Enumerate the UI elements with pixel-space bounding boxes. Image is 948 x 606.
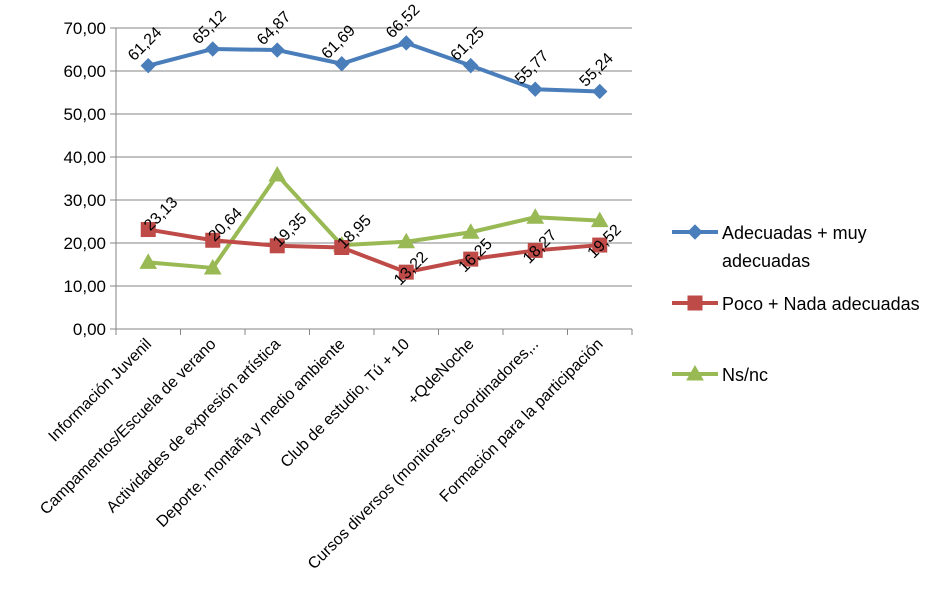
y-tick-label: 20,00 [63, 234, 106, 253]
data-point [463, 251, 479, 267]
legend-item: Ns/nc [672, 364, 768, 385]
data-label: 19,52 [585, 221, 625, 261]
data-point [268, 166, 287, 182]
data-point [461, 223, 480, 239]
data-point [592, 237, 608, 253]
legend: Adecuadas + muy adecuadas Poco + Nada adec… [672, 223, 920, 385]
series-line [147, 227, 600, 275]
y-tick-label: 30,00 [63, 191, 106, 210]
data-point [592, 83, 608, 100]
series-1 [140, 35, 608, 100]
data-label: 61,24 [125, 24, 165, 64]
legend-item: Poco + Nada adecuadas [672, 294, 920, 314]
gridlines [116, 27, 632, 287]
y-tick-label: 70,00 [63, 19, 106, 38]
x-category-label: Club de estudio, Tú + 10 [278, 336, 413, 471]
data-point [527, 81, 543, 97]
y-axis: 0,00 10,00 20,00 30,00 40,00 50,00 60,00 70,00 [63, 19, 117, 339]
data-label: 66,52 [383, 1, 423, 41]
legend-item: Adecuadas + muy adecuadas [672, 223, 867, 271]
x-category-label: +QdeNoche [405, 336, 478, 409]
data-point [687, 224, 703, 240]
data-point [397, 232, 416, 249]
data-point [463, 57, 479, 74]
data-point [139, 253, 158, 269]
y-tick-label: 40,00 [63, 148, 106, 167]
data-point [398, 264, 414, 280]
data-label: 20,64 [206, 205, 246, 245]
data-label: 64,87 [254, 8, 294, 48]
legend-label: adecuadas [722, 251, 810, 271]
legend-label: Ns/nc [722, 365, 768, 385]
data-point [269, 238, 285, 254]
data-point [334, 56, 350, 72]
series-2 [140, 222, 608, 280]
data-point [526, 208, 545, 224]
series-lines [139, 35, 609, 280]
series-line [147, 40, 600, 94]
data-label: 61,25 [448, 24, 488, 64]
data-point [527, 242, 543, 258]
y-tick-label: 0,00 [73, 320, 106, 339]
data-point [205, 232, 221, 248]
data-point [686, 364, 704, 381]
data-label: 55,24 [577, 50, 617, 90]
y-tick-label: 10,00 [63, 277, 106, 296]
data-point [398, 35, 414, 51]
data-point [205, 41, 221, 57]
data-point [203, 258, 222, 275]
x-category-label: Información Juvenil [46, 336, 155, 445]
y-tick-label: 50,00 [63, 105, 106, 124]
data-point [334, 240, 350, 256]
data-point [687, 295, 703, 311]
data-point [269, 42, 285, 58]
data-point [140, 222, 156, 238]
data-point [140, 57, 156, 74]
y-tick-label: 60,00 [63, 62, 106, 81]
legend-label: Poco + Nada adecuadas [722, 294, 920, 314]
legend-label: Adecuadas + muy [722, 223, 867, 243]
data-label: 55,77 [512, 48, 552, 88]
data-point [590, 211, 609, 228]
series-line [148, 173, 600, 270]
x-category-label: Cursos diversos (monitores, coordinadore… [305, 336, 542, 573]
